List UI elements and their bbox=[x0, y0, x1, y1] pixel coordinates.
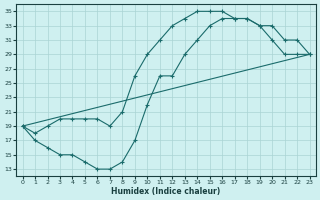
X-axis label: Humidex (Indice chaleur): Humidex (Indice chaleur) bbox=[111, 187, 221, 196]
